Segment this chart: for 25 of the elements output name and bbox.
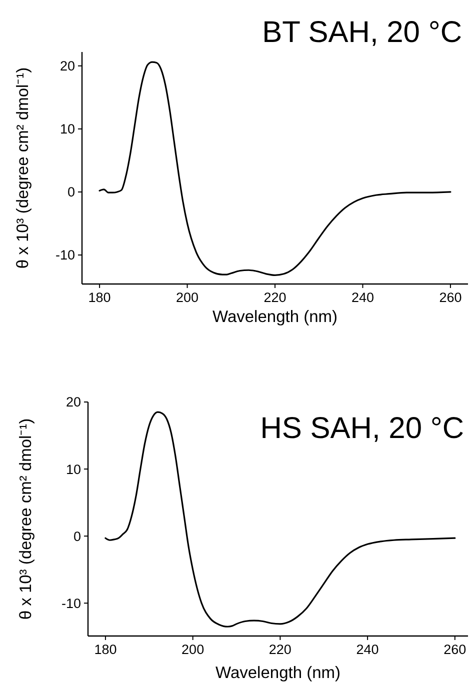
x-tick-label: 260: [439, 290, 462, 305]
x-tick-label: 180: [88, 290, 111, 305]
y-tick-label: 20: [60, 58, 75, 74]
x-tick-label: 220: [264, 290, 286, 305]
x-tick-label: 180: [94, 642, 117, 657]
y-tick-label: 0: [73, 528, 81, 544]
y-tick-label: 10: [60, 122, 75, 137]
x-axis-title: Wavelength (nm): [212, 308, 338, 326]
y-tick-label: 0: [67, 184, 75, 200]
y-tick-label: 10: [66, 462, 81, 477]
x-tick-label: 200: [182, 642, 204, 657]
x-tick-label: 240: [351, 290, 374, 305]
y-axis-title: θ x 10³ (degree cm² dmol⁻¹): [14, 67, 32, 269]
chart-title: BT SAH, 20 °C: [262, 16, 462, 49]
x-axis-title: Wavelength (nm): [215, 664, 341, 682]
y-axis-title: θ x 10³ (degree cm² dmol⁻¹): [17, 418, 35, 620]
x-tick-label: 240: [356, 642, 379, 657]
y-tick-label: 20: [66, 394, 81, 410]
chart-title: HS SAH, 20 °C: [260, 412, 464, 445]
y-tick-label: -10: [61, 596, 81, 611]
y-tick-label: -10: [55, 248, 75, 263]
x-tick-label: 220: [268, 642, 292, 657]
x-tick-label: 260: [444, 642, 466, 657]
x-tick-label: 200: [176, 290, 199, 305]
line-series: [98, 61, 452, 276]
